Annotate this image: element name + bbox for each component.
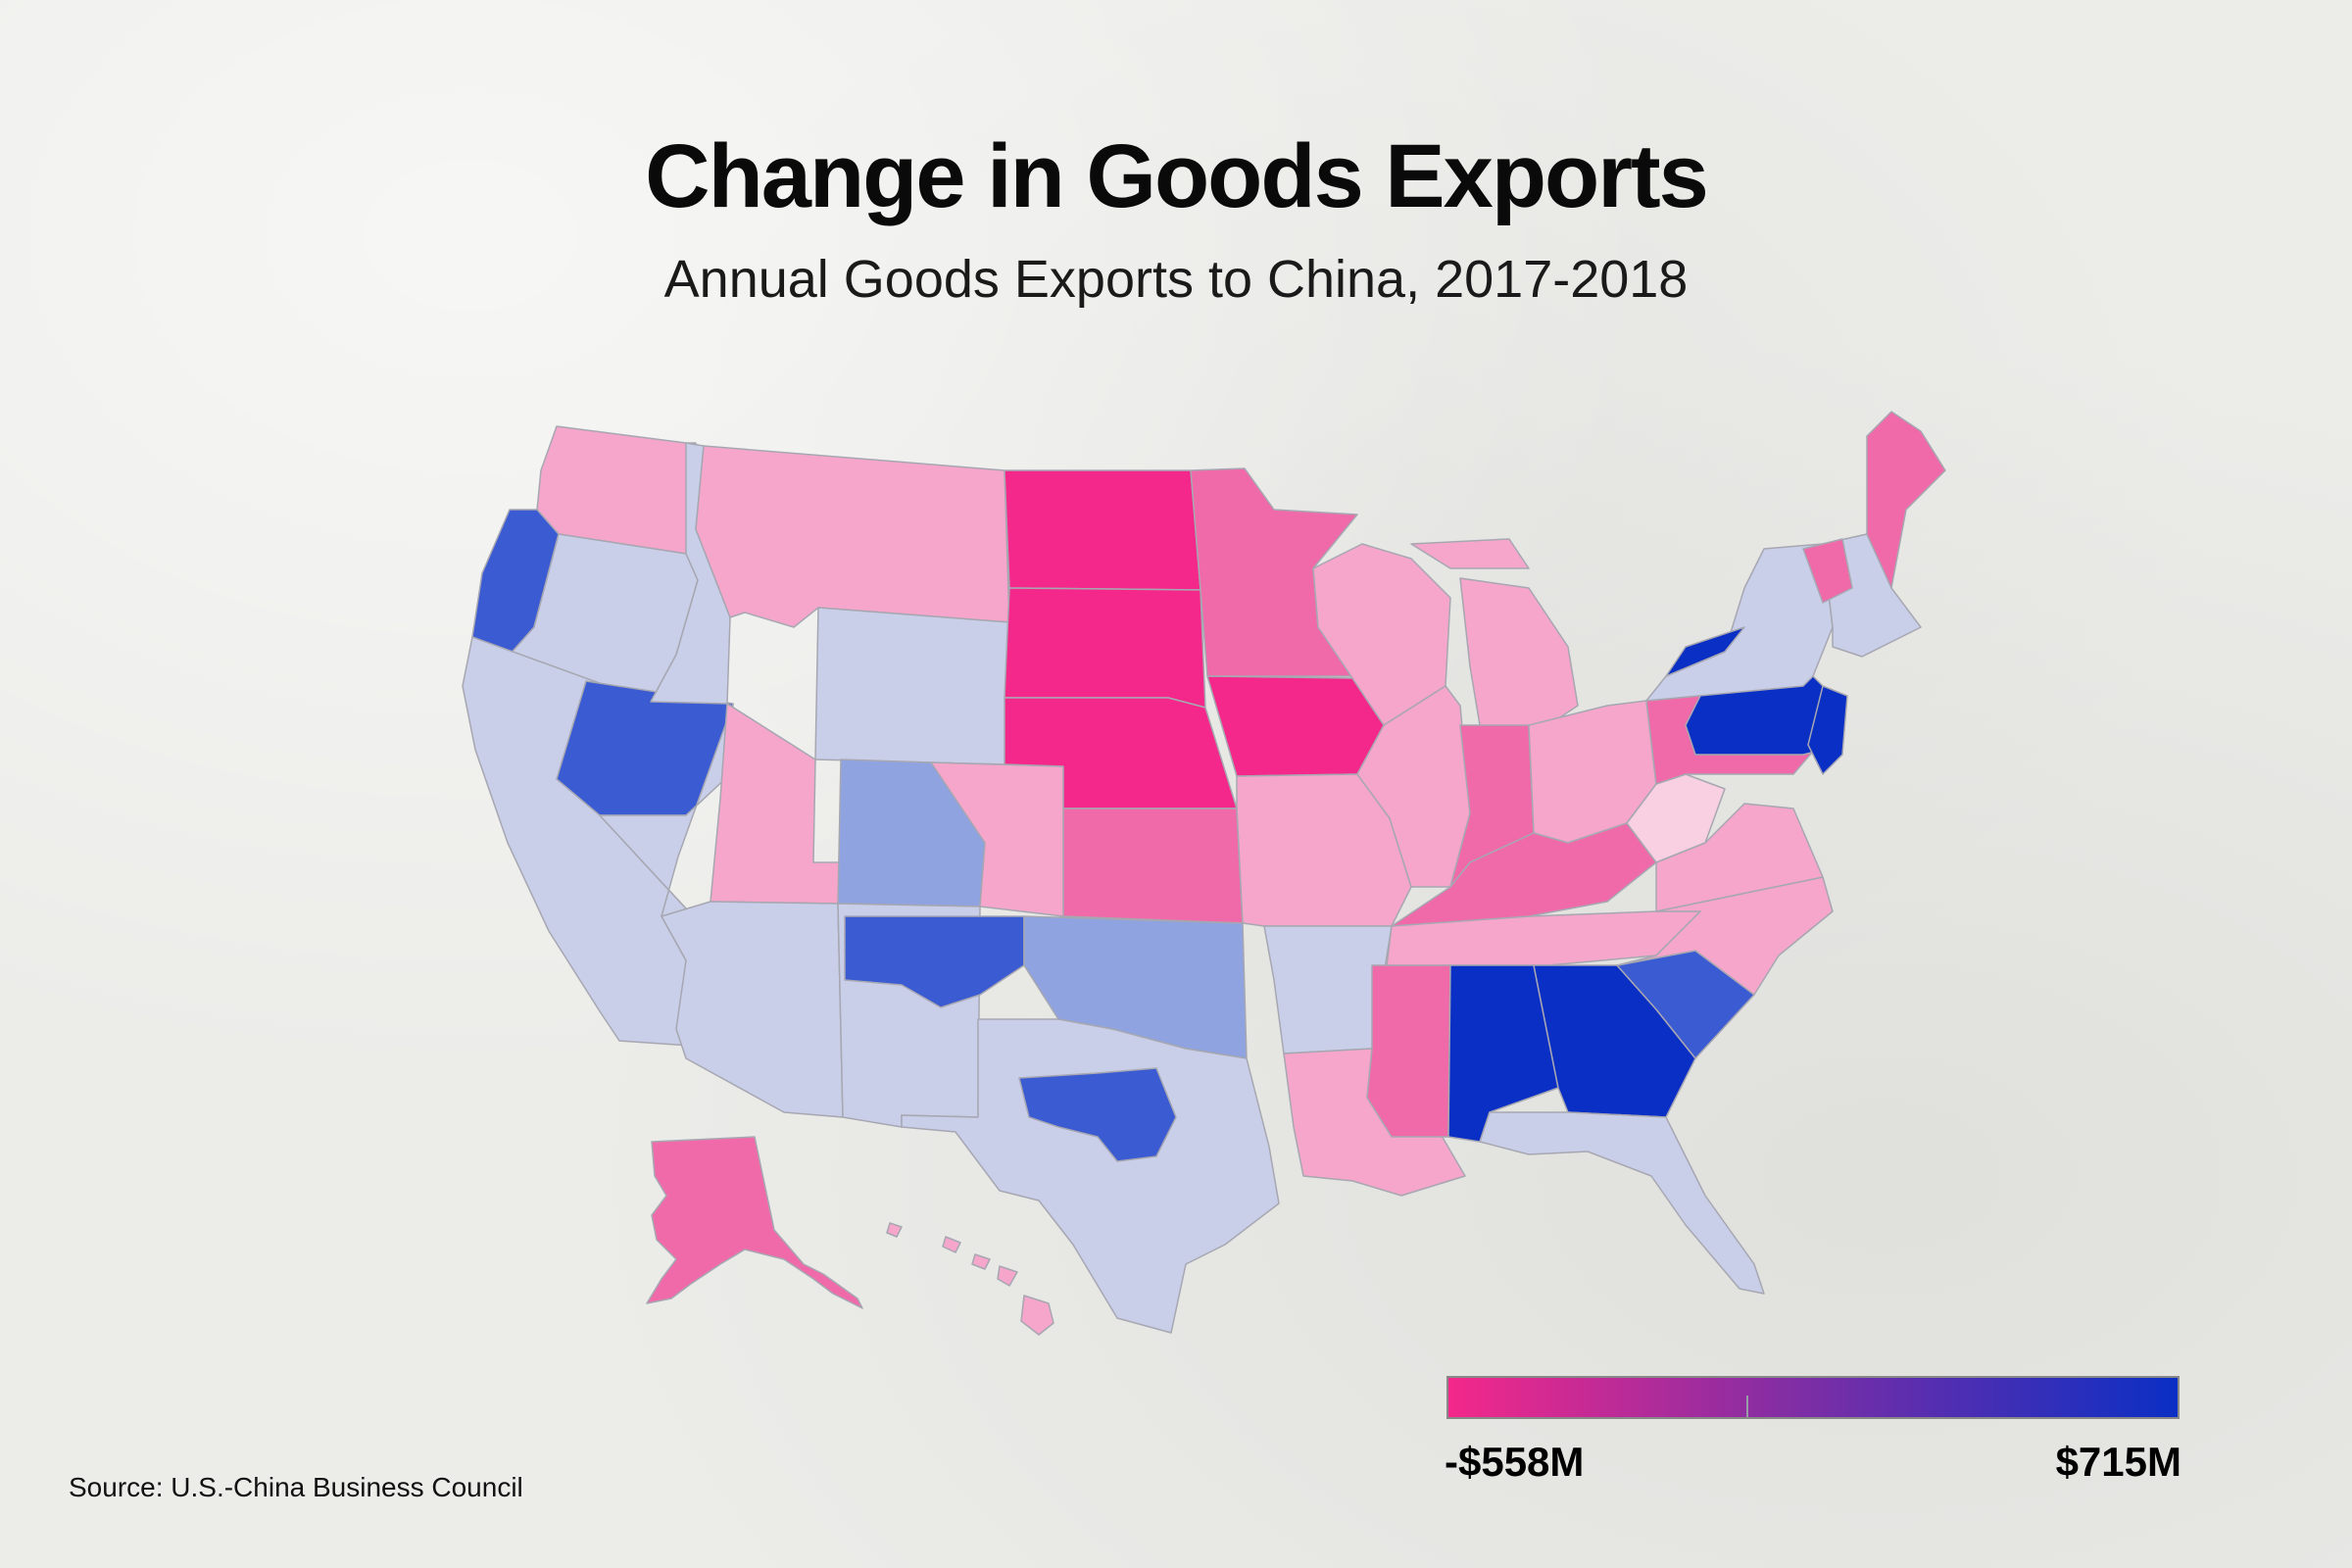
region-kansas [1062, 808, 1244, 924]
region-maine [1866, 411, 1946, 589]
legend-zero-tick [1746, 1396, 1748, 1417]
region-north-dakota [1004, 469, 1201, 591]
legend-min-label: -$558M [1445, 1439, 1585, 1485]
region-texas-central [1018, 1067, 1177, 1162]
page-title: Change in Goods Exports [645, 126, 1709, 226]
page-subtitle: Annual Goods Exports to China, 2017-2018 [663, 250, 1689, 309]
region-montana [695, 445, 1010, 628]
region-new-york-west [1665, 626, 1745, 677]
region-mississippi [1366, 964, 1451, 1138]
region-north-carolina [1616, 876, 1834, 996]
region-arizona [661, 901, 844, 1118]
region-vermont [1802, 538, 1853, 604]
region-texas [901, 1018, 1280, 1334]
region-new-jersey [1807, 685, 1848, 775]
region-hawaii [886, 1222, 1054, 1336]
legend-max-label: $715M [2055, 1439, 2181, 1485]
region-florida [1479, 1111, 1765, 1295]
region-new-york [1645, 543, 1834, 702]
source-note: Source: U.S.-China Business Council [69, 1472, 523, 1502]
region-wyoming [814, 607, 1010, 765]
region-alaska [646, 1136, 863, 1309]
region-south-dakota [1004, 587, 1206, 709]
map-regions [462, 411, 1946, 1336]
region-iowa [1206, 675, 1385, 777]
legend-gradient-bar [1446, 1376, 2180, 1419]
